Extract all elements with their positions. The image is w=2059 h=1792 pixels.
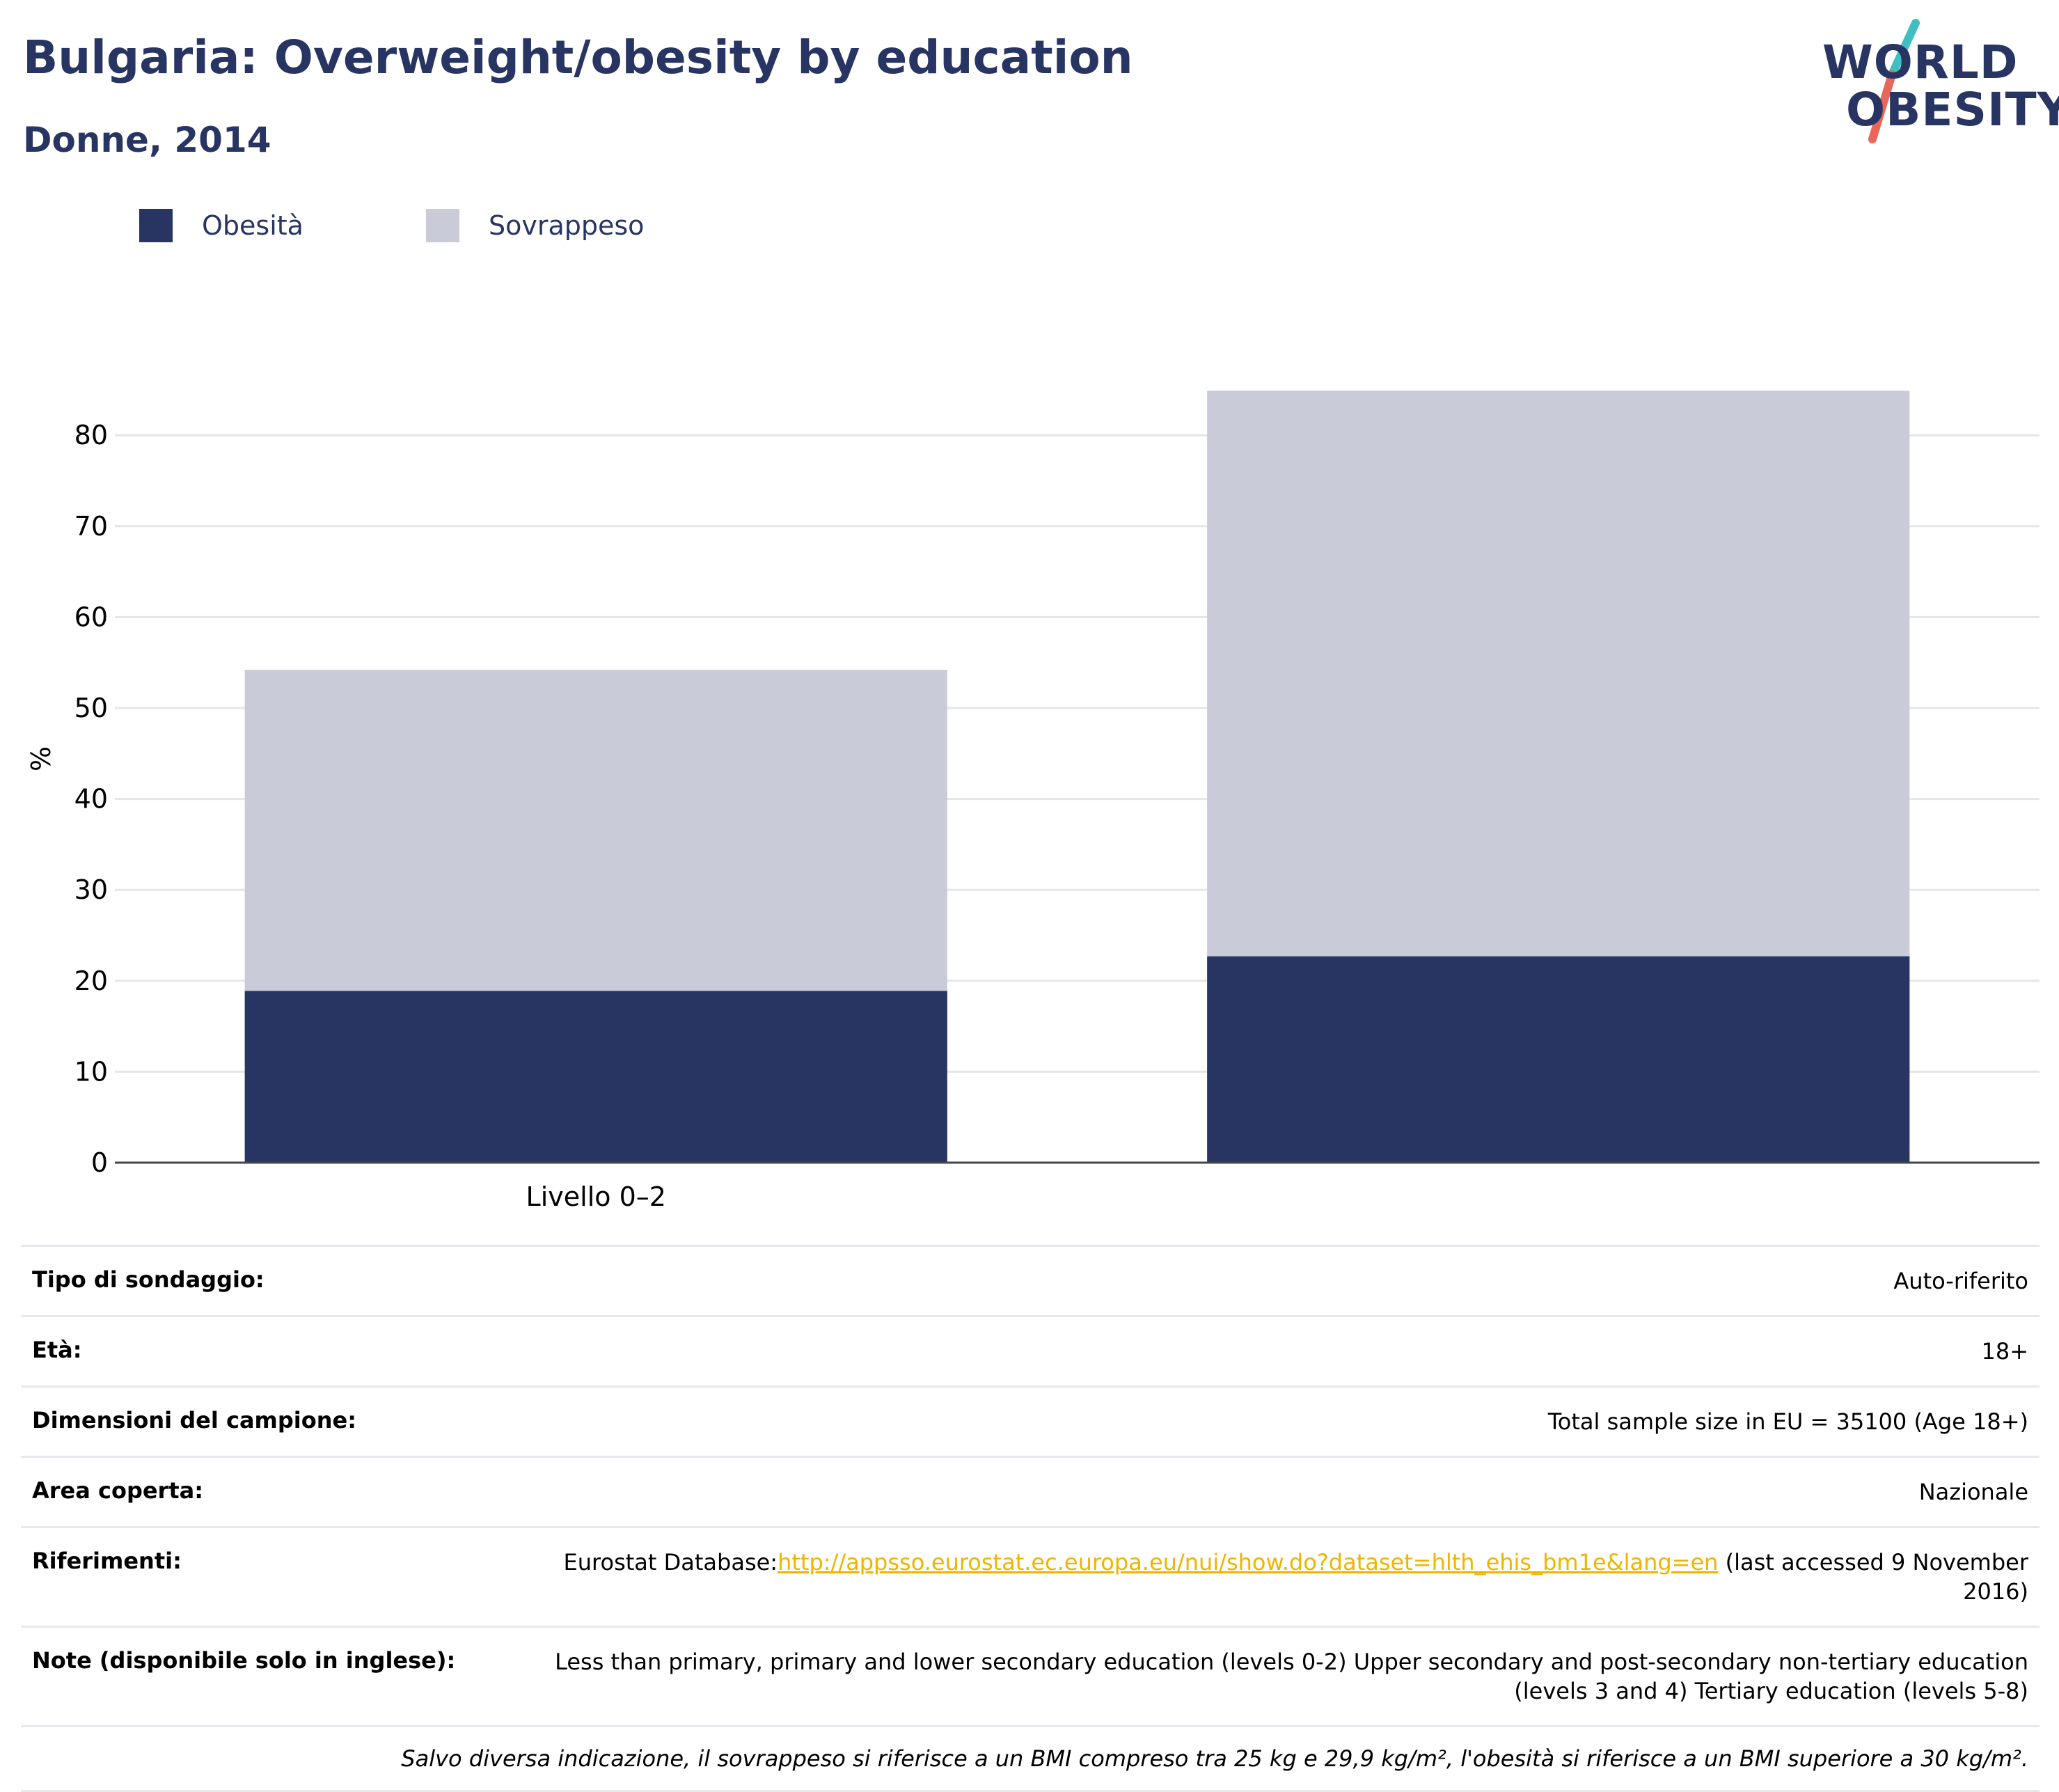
legend-swatch-overweight	[426, 209, 459, 242]
y-tick-label: 10	[74, 1056, 108, 1087]
info-row-references: Riferimenti: Eurostat Database:http://ap…	[21, 1527, 2040, 1627]
y-axis-title: %	[26, 746, 56, 771]
reference-prefix: Eurostat Database:	[563, 1549, 778, 1575]
bar-obesity-2[interactable]	[1207, 956, 1910, 1163]
world-obesity-logo: WORLD OBESITY	[1810, 17, 2059, 150]
bars	[244, 391, 1910, 1163]
bar-overweight-2[interactable]	[1207, 391, 1910, 957]
info-key: Area coperta:	[32, 1477, 204, 1504]
y-tick-label: 80	[74, 420, 108, 450]
info-value-references: Eurostat Database:http://appsso.eurostat…	[530, 1527, 2040, 1627]
y-tick-label: 40	[74, 784, 108, 815]
info-value: Nazionale	[1918, 1479, 2028, 1505]
info-table: Tipo di sondaggio: Auto-riferito Età: 18…	[21, 1245, 2040, 1792]
legend-swatch-obesity	[139, 209, 173, 242]
info-key: Riferimenti:	[32, 1548, 182, 1574]
logo-mark-icon	[1868, 19, 1920, 143]
info-value: Total sample size in EU = 35100 (Age 18+…	[1547, 1408, 2028, 1435]
legend-label-overweight: Sovrappeso	[489, 210, 645, 241]
info-row-area: Area coperta: Nazionale	[21, 1456, 2040, 1527]
info-key: Tipo di sondaggio:	[32, 1266, 265, 1293]
bar-obesity-1[interactable]	[244, 991, 947, 1163]
reference-suffix: (last accessed 9 November 2016)	[1718, 1549, 2028, 1605]
info-row-age: Età: 18+	[21, 1316, 2040, 1387]
bar-chart: 0 10 20 30 40 50 60 70 80 Livello 0–2 %	[26, 391, 2040, 1212]
info-key: Note (disponibile solo in inglese):	[32, 1647, 456, 1674]
info-value: Less than primary, primary and lower sec…	[555, 1649, 2028, 1704]
chart-subtitle: Donne, 2014	[23, 120, 271, 160]
reference-link[interactable]: http://appsso.eurostat.ec.europa.eu/nui/…	[778, 1549, 1719, 1575]
bar-overweight-1[interactable]	[244, 670, 947, 991]
y-tick-label: 30	[74, 874, 108, 905]
info-key: Dimensioni del campione:	[32, 1407, 357, 1433]
y-tick-label: 50	[74, 693, 108, 723]
y-tick-label: 20	[74, 966, 108, 996]
info-value: Auto-riferito	[1893, 1268, 2028, 1294]
y-tick-label: 70	[74, 511, 108, 542]
info-table-body: Tipo di sondaggio: Auto-riferito Età: 18…	[21, 1245, 2040, 1791]
legend-label-obesity: Obesità	[202, 210, 303, 241]
chart-title: Bulgaria: Overweight/obesity by educatio…	[23, 31, 1133, 84]
info-row-notes: Note (disponibile solo in inglese): Less…	[21, 1626, 2040, 1727]
info-row-sample-size: Dimensioni del campione: Total sample si…	[21, 1386, 2040, 1457]
y-tick-label: 60	[74, 602, 108, 632]
info-row-footnote: Salvo diversa indicazione, il sovrappeso…	[21, 1726, 2040, 1791]
info-key: Età:	[32, 1337, 82, 1363]
x-tick-label: Livello 0–2	[526, 1181, 666, 1212]
y-tick-label: 0	[91, 1147, 108, 1178]
info-value: 18+	[1981, 1338, 2028, 1365]
info-row-survey-type: Tipo di sondaggio: Auto-riferito	[21, 1245, 2040, 1317]
logo-word-obesity: OBESITY	[1846, 83, 2059, 136]
footnote: Salvo diversa indicazione, il sovrappeso…	[401, 1745, 2028, 1772]
axes: 0 10 20 30 40 50 60 70 80 Livello 0–2	[74, 420, 2040, 1212]
logo-word-world: WORLD	[1822, 36, 2019, 89]
